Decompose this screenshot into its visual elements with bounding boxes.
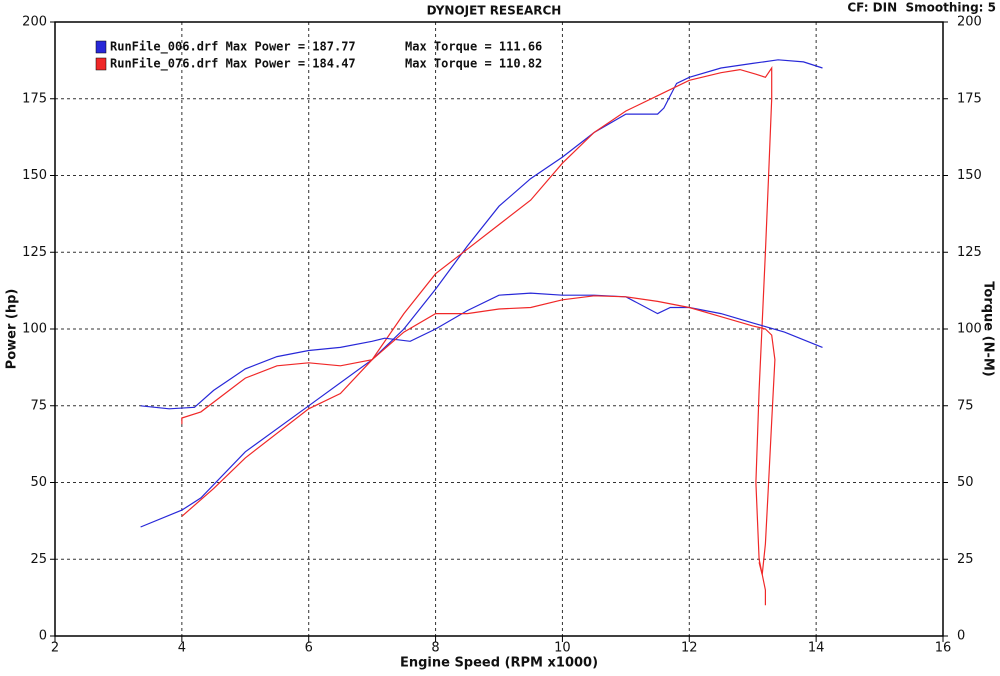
y-tick-label: 50 xyxy=(30,475,47,490)
legend-torque-label: Max Torque = 110.82 xyxy=(405,57,542,71)
legend-label: RunFile_006.drf Max Power = 187.77 xyxy=(110,40,356,55)
legend-label: RunFile_076.drf Max Power = 184.47 xyxy=(110,57,356,72)
y-axis-label: Power (hp) xyxy=(5,289,20,370)
y-tick-label: 100 xyxy=(22,322,47,337)
y-tick-label: 0 xyxy=(39,629,47,644)
x-tick-label: 4 xyxy=(178,641,186,656)
y2-tick-label: 200 xyxy=(957,15,982,30)
y2-tick-label: 50 xyxy=(957,475,974,490)
y2-tick-label: 0 xyxy=(957,629,965,644)
x-tick-label: 14 xyxy=(808,641,825,656)
plot-frame xyxy=(54,21,944,637)
y-tick-label: 75 xyxy=(30,398,47,413)
x-tick-label: 2 xyxy=(51,641,59,656)
x-tick-label: 12 xyxy=(681,641,698,656)
y2-tick-label: 100 xyxy=(957,322,982,337)
x-tick-label: 10 xyxy=(554,641,571,656)
y2-tick-label: 75 xyxy=(957,398,974,413)
chart-subtitle: CF: DIN Smoothing: 5 xyxy=(847,1,996,15)
chart-title: DYNOJET RESEARCH xyxy=(427,4,562,18)
legend-swatch xyxy=(95,57,107,71)
y-tick-label: 150 xyxy=(22,168,47,183)
y-tick-label: 125 xyxy=(22,245,47,260)
series-line xyxy=(181,66,773,606)
y2-tick-label: 150 xyxy=(957,168,982,183)
legend-torque-label: Max Torque = 111.66 xyxy=(405,40,542,54)
y2-tick-label: 175 xyxy=(957,91,982,106)
series-line xyxy=(181,295,776,575)
y2-axis-label: Torque (N-M) xyxy=(981,281,996,376)
legend-swatch xyxy=(95,40,107,54)
y2-tick-label: 125 xyxy=(957,245,982,260)
y-tick-label: 25 xyxy=(30,552,47,567)
y-tick-label: 175 xyxy=(22,91,47,106)
x-tick-label: 8 xyxy=(431,641,439,656)
x-axis-label: Engine Speed (RPM x1000) xyxy=(400,656,598,671)
x-tick-label: 6 xyxy=(305,641,313,656)
series-line xyxy=(140,59,823,528)
y-tick-label: 200 xyxy=(22,15,47,30)
y2-tick-label: 25 xyxy=(957,552,974,567)
x-tick-label: 16 xyxy=(935,641,952,656)
